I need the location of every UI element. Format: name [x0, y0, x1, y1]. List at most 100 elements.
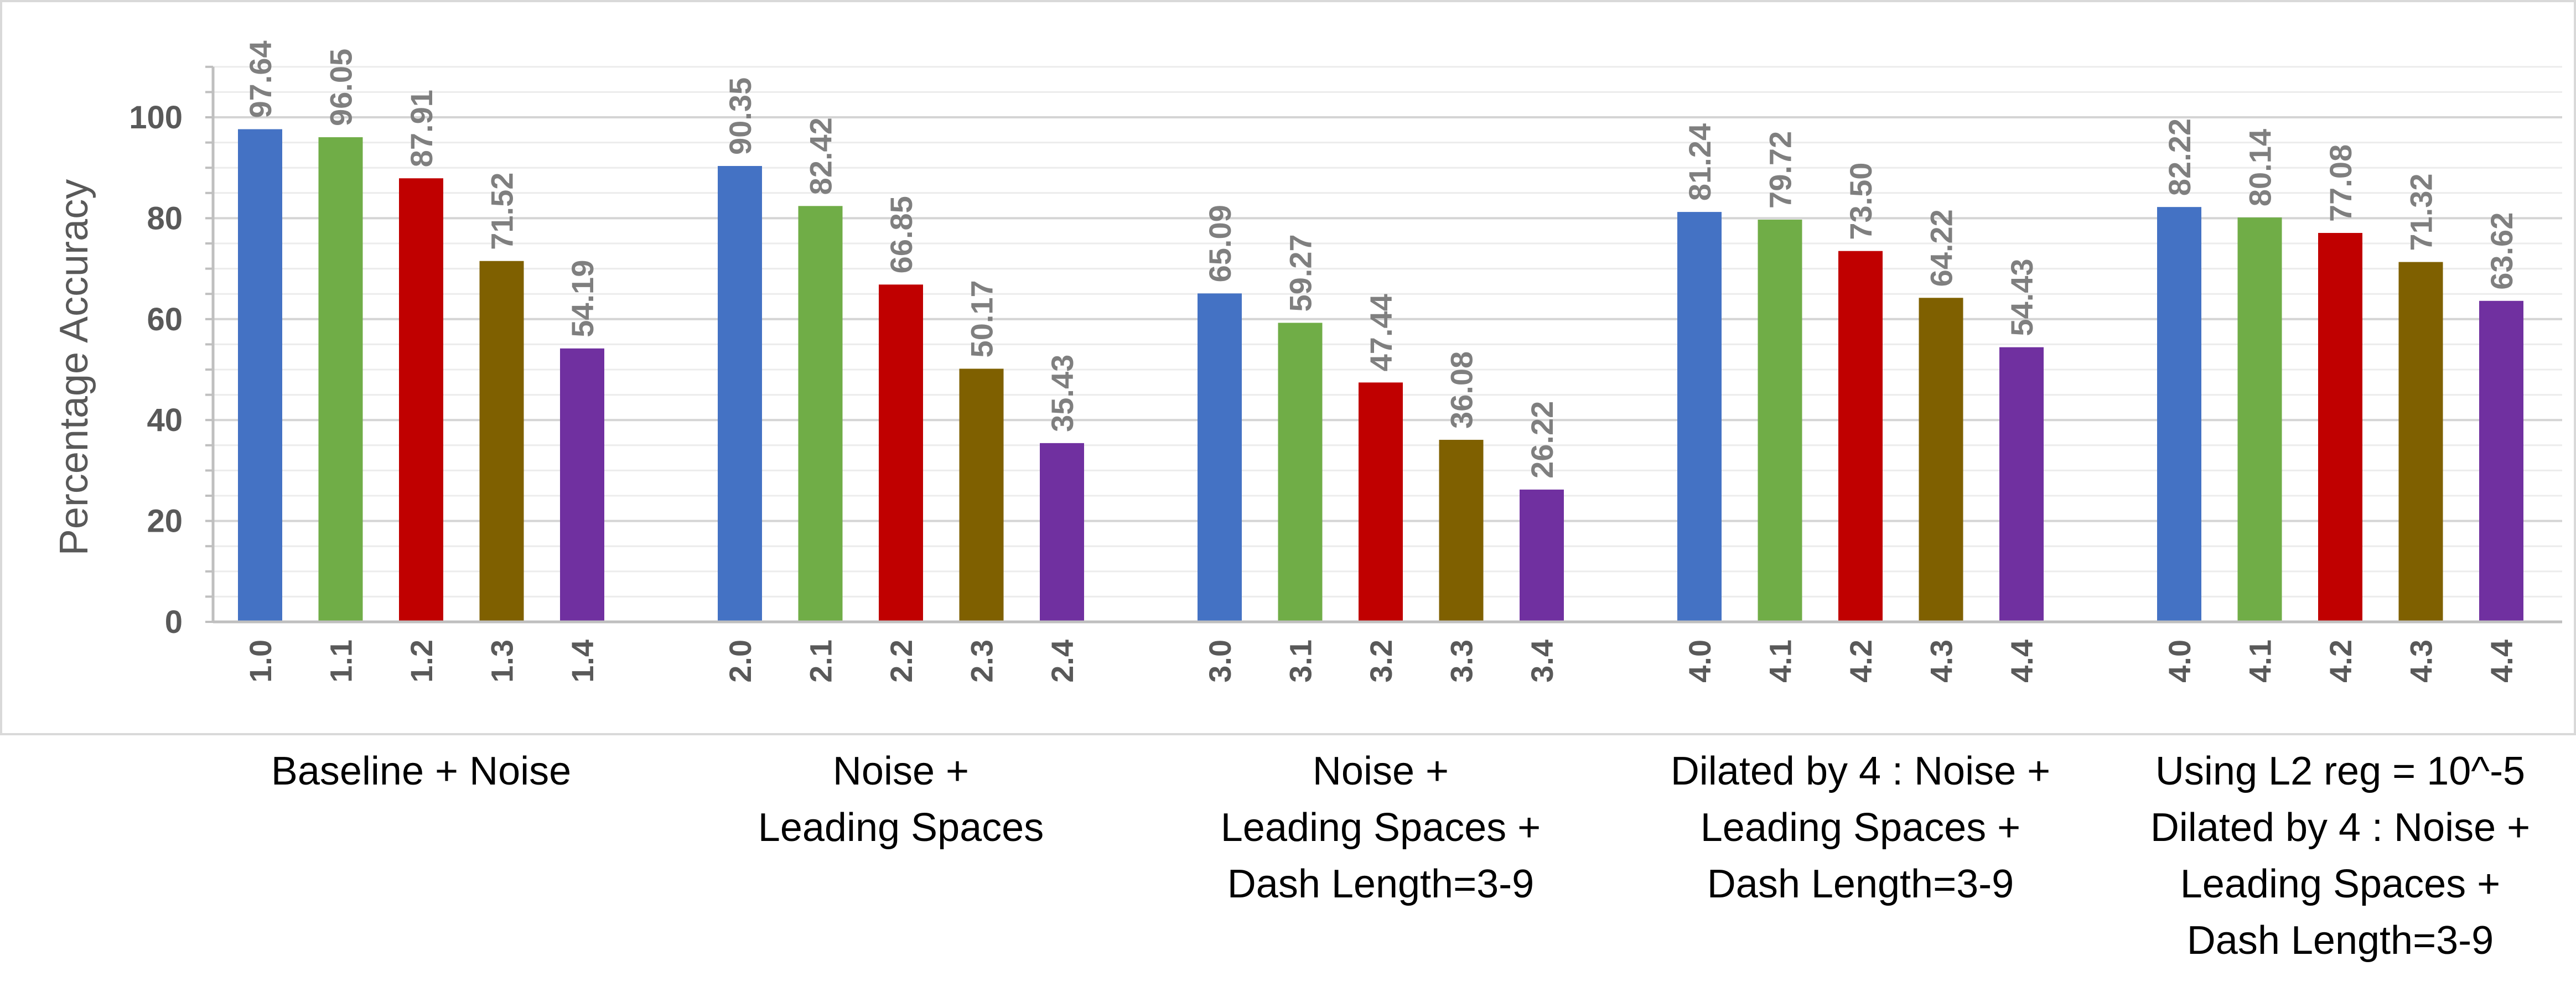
y-tick-label: 20	[147, 503, 183, 539]
group-label: Baseline + Noise	[271, 749, 571, 793]
data-label: 71.52	[485, 173, 520, 250]
bar	[718, 166, 762, 622]
data-label: 96.05	[324, 49, 359, 126]
bar	[1278, 323, 1323, 622]
bar	[1999, 347, 2044, 622]
data-label: 64.22	[1924, 209, 1959, 287]
group-label-line: Leading Spaces +	[1701, 806, 2020, 850]
data-label: 54.43	[2004, 258, 2039, 336]
category-label: 4.1	[2243, 640, 2278, 683]
axes	[205, 65, 2562, 624]
category-label: 3.0	[1203, 640, 1237, 683]
category-label: 4.2	[1843, 640, 1878, 683]
y-tick-label: 80	[147, 200, 183, 236]
group-label: Using L2 reg = 10^-5 Dilated by 4 : Noise…	[2150, 749, 2530, 963]
data-label: 36.08	[1444, 351, 1479, 429]
data-label: 80.14	[2243, 129, 2278, 206]
category-label: 4.2	[2323, 640, 2358, 683]
category-label: 2.0	[723, 640, 758, 683]
category-label: 3.1	[1283, 640, 1318, 683]
data-label: 79.72	[1763, 131, 1798, 209]
group-label: Dilated by 4 : Noise + Leading Spaces + Da…	[1671, 749, 2050, 906]
bar	[2398, 262, 2443, 622]
category-label: 1.0	[243, 640, 278, 683]
bar	[2237, 217, 2282, 622]
labels: 0 20 40 60 80 100 97.64 1.0 96.05 1.1 87.91 1.2 71.5…	[129, 40, 2530, 963]
category-label: 4.4	[2484, 640, 2519, 683]
data-label: 35.43	[1045, 355, 1080, 432]
data-label: 71.32	[2404, 173, 2439, 251]
bar	[2479, 300, 2523, 622]
group-label-line: Noise +	[1313, 749, 1449, 793]
group-label-line: Dilated by 4 : Noise +	[2150, 806, 2530, 850]
bar	[1439, 439, 1484, 622]
category-label: 2.1	[804, 640, 838, 683]
bar	[238, 129, 282, 622]
category-label: 2.2	[884, 640, 919, 683]
bar	[1919, 298, 1963, 622]
chart-area-border	[0, 0, 2576, 735]
group-label-line: Leading Spaces +	[2180, 862, 2500, 906]
group-label-line: Dash Length=3-9	[1707, 862, 2014, 906]
group-label: Noise + Leading Spaces + Dash Length=3-9	[1221, 749, 1541, 906]
data-label: 97.64	[243, 40, 278, 118]
bar	[560, 348, 604, 622]
data-label: 59.27	[1283, 234, 1318, 311]
data-label: 82.42	[804, 117, 838, 195]
group-label-line: Leading Spaces +	[1221, 806, 1541, 850]
y-tick-label: 40	[147, 402, 183, 438]
data-label: 87.91	[404, 90, 439, 167]
data-label: 66.85	[884, 196, 919, 273]
category-label: 4.3	[2404, 640, 2439, 683]
data-label: 82.22	[2162, 118, 2197, 196]
bar	[1520, 489, 1564, 622]
category-label: 4.0	[2162, 640, 2197, 683]
group-label-line: Noise +	[833, 749, 969, 793]
category-label: 4.0	[1682, 640, 1717, 683]
data-label: 54.19	[565, 260, 600, 337]
group-label-line: Leading Spaces	[758, 806, 1044, 850]
bar	[318, 137, 363, 622]
group-label-line: Dash Length=3-9	[1227, 862, 1534, 906]
category-label: 1.2	[404, 640, 439, 683]
data-label: 65.09	[1203, 205, 1237, 282]
bar	[959, 368, 1004, 622]
y-tick-label: 0	[165, 604, 183, 640]
bar	[1359, 382, 1403, 622]
y-axis-title: Percentage Accuracy	[52, 179, 96, 555]
bar	[1838, 251, 1883, 622]
category-label: 2.3	[965, 640, 999, 683]
bar	[1040, 443, 1084, 622]
category-label: 1.3	[485, 640, 520, 683]
category-label: 2.4	[1045, 640, 1080, 683]
bar	[879, 284, 923, 622]
bar	[479, 261, 524, 622]
category-label: 1.1	[324, 640, 359, 683]
data-label: 63.62	[2484, 212, 2519, 290]
bar	[1198, 293, 1242, 622]
bars	[238, 129, 2523, 622]
y-tick-label: 100	[129, 100, 183, 136]
data-label: 26.22	[1525, 401, 1559, 479]
bar	[399, 178, 443, 622]
bar	[1677, 212, 1722, 622]
data-label: 81.24	[1682, 123, 1717, 201]
bar	[1758, 219, 1802, 622]
bar	[2157, 207, 2201, 622]
group-label-line: Baseline + Noise	[271, 749, 571, 793]
data-label: 90.35	[723, 77, 758, 155]
bar	[798, 206, 843, 622]
y-tick-label: 60	[147, 302, 183, 337]
data-label: 50.17	[965, 280, 999, 357]
category-label: 3.2	[1364, 640, 1398, 683]
data-label: 77.08	[2323, 144, 2358, 222]
category-label: 1.4	[565, 640, 600, 683]
category-label: 4.3	[1924, 640, 1959, 683]
group-label-line: Using L2 reg = 10^-5	[2155, 749, 2525, 793]
group-label-line: Dilated by 4 : Noise +	[1671, 749, 2050, 793]
category-label: 3.4	[1525, 640, 1559, 683]
data-label: 47.44	[1364, 294, 1398, 371]
bar	[2318, 233, 2362, 622]
